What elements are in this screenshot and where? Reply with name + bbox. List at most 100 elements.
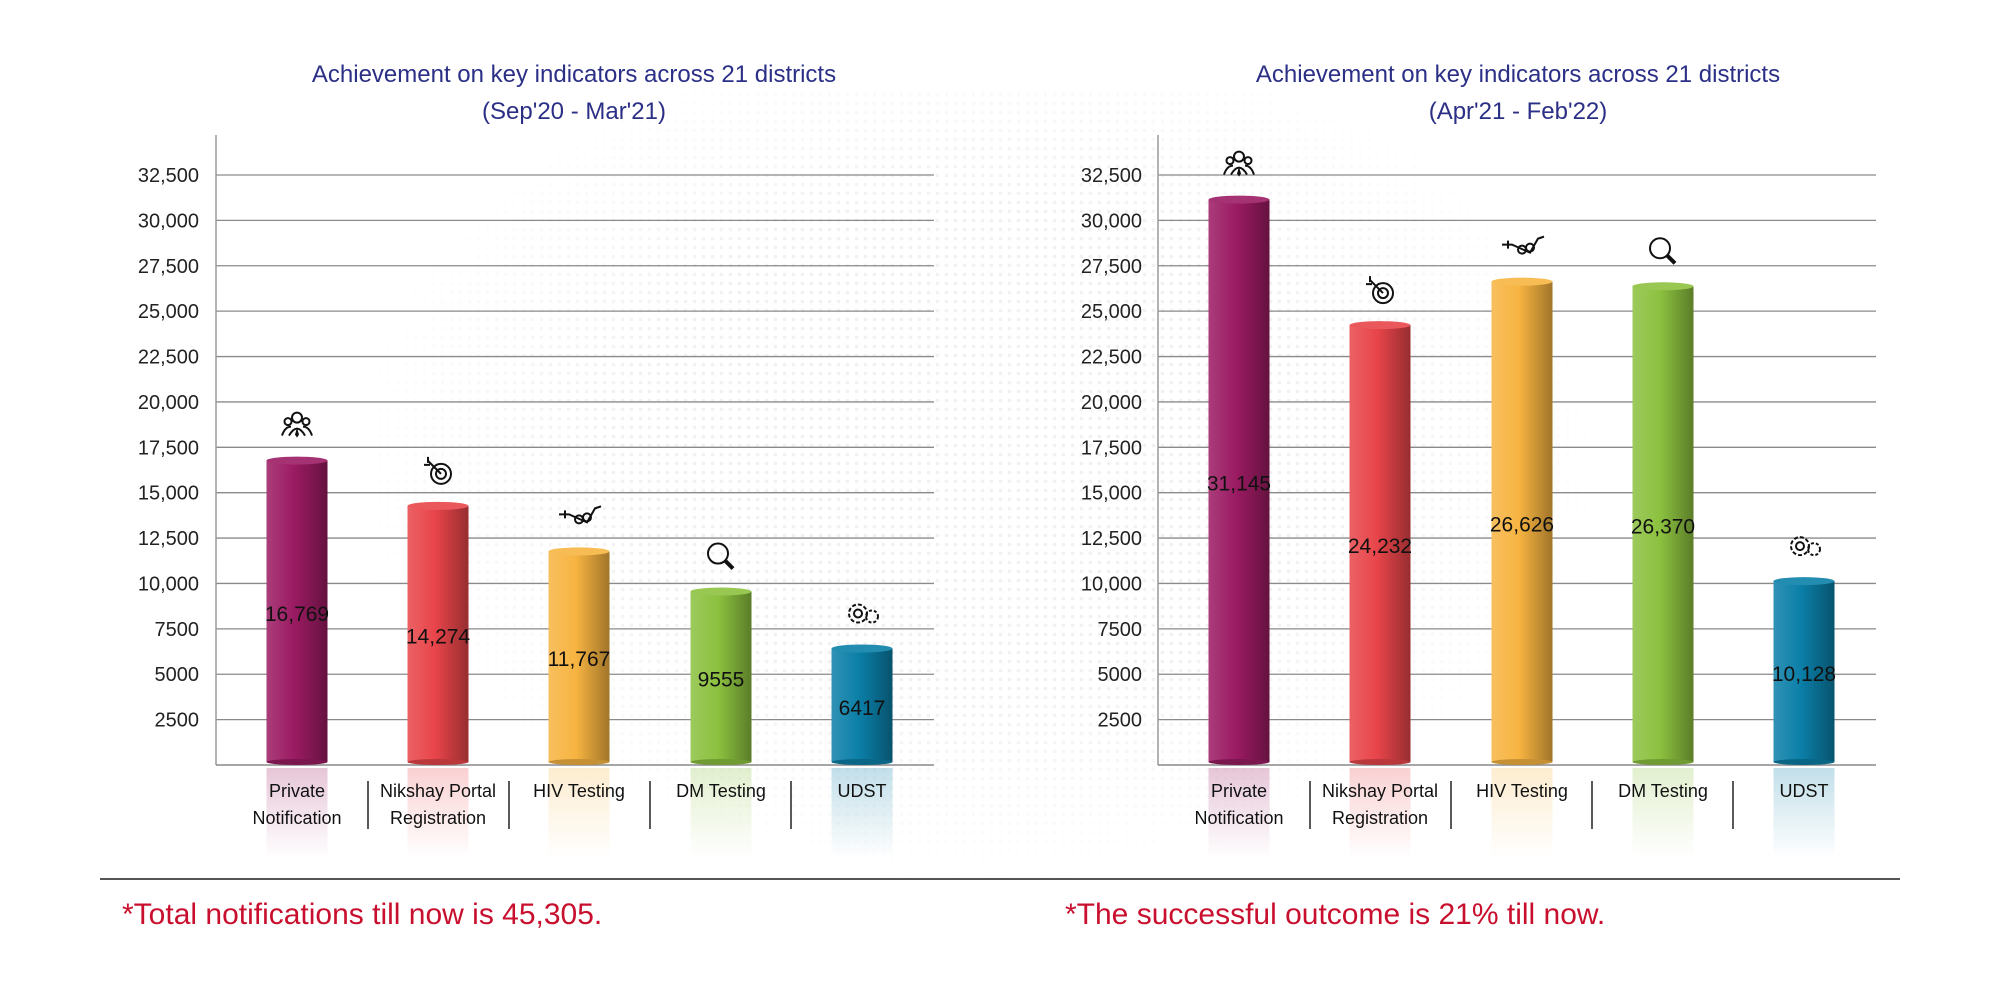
bar-top bbox=[1773, 577, 1835, 586]
y-tick-label: 10,000 bbox=[1081, 573, 1142, 595]
bar bbox=[1208, 199, 1270, 763]
bar-reflection bbox=[266, 768, 328, 858]
target-icon bbox=[1366, 276, 1394, 305]
footnote-right: *The successful outcome is 21% till now. bbox=[1065, 898, 1606, 931]
x-tick-label: HIV Testing bbox=[533, 781, 625, 801]
y-tick-label: 12,500 bbox=[138, 528, 199, 550]
bar-bottom bbox=[831, 759, 893, 765]
bar-top bbox=[831, 644, 893, 653]
bar-reflection bbox=[1632, 768, 1694, 858]
bar bbox=[1773, 581, 1835, 762]
title-text: Achievement on key indicators across 21 … bbox=[1255, 61, 1781, 88]
head bbox=[301, 417, 311, 427]
syringe bbox=[1502, 235, 1545, 254]
x-tick-label: Nikshay Portal bbox=[1322, 781, 1438, 801]
handle bbox=[1665, 253, 1677, 265]
data-label: 11,767 bbox=[548, 648, 611, 671]
bar-top bbox=[1632, 282, 1694, 291]
x-tick-label: Registration bbox=[1332, 808, 1428, 828]
ring bbox=[430, 462, 452, 485]
bar bbox=[1491, 281, 1553, 762]
y-tick-label: 27,500 bbox=[138, 256, 199, 278]
footnote-left: *Total notifications till now is 45,305. bbox=[122, 898, 603, 931]
bar bbox=[548, 551, 610, 762]
bar-reflection bbox=[1773, 768, 1835, 858]
x-tick-label: Notification bbox=[1194, 808, 1283, 828]
bar bbox=[407, 505, 469, 762]
y-tick-label: 5000 bbox=[1098, 664, 1143, 686]
y-tick-label: 20,000 bbox=[1081, 392, 1142, 414]
bar-bottom bbox=[548, 759, 610, 765]
bar-bottom bbox=[407, 759, 469, 765]
x-tick-label: DM Testing bbox=[676, 781, 766, 801]
gear bbox=[1790, 536, 1810, 557]
y-tick-label: 2500 bbox=[1098, 710, 1143, 732]
data-label: 9555 bbox=[698, 668, 745, 691]
bar bbox=[1349, 325, 1411, 762]
drop bbox=[582, 512, 592, 523]
bar-reflection bbox=[1349, 768, 1411, 858]
data-label: 26,370 bbox=[1631, 516, 1695, 539]
bar-bottom bbox=[1208, 759, 1270, 765]
x-tick-label: UDST bbox=[838, 781, 887, 801]
head bbox=[291, 411, 303, 424]
bar-bottom bbox=[1491, 759, 1553, 765]
y-tick-label: 17,500 bbox=[1081, 437, 1142, 459]
people-network-icon bbox=[1223, 150, 1255, 177]
y-tick-label: 2500 bbox=[155, 710, 200, 732]
y-tick-label: 20,000 bbox=[138, 392, 199, 414]
ring bbox=[1377, 287, 1389, 300]
gear bbox=[865, 609, 879, 624]
y-tick-label: 7500 bbox=[155, 619, 200, 641]
data-label: 16,769 bbox=[265, 603, 329, 626]
subtitle-text: (Apr'21 - Feb'22) bbox=[1428, 98, 1608, 125]
y-tick-label: 25,000 bbox=[1081, 301, 1142, 323]
footer-divider bbox=[100, 878, 1900, 880]
x-tick-label: UDST bbox=[1780, 781, 1829, 801]
bar-reflection bbox=[690, 768, 752, 858]
bar-top bbox=[1349, 321, 1411, 330]
syringe bbox=[559, 505, 602, 524]
gears-icon bbox=[1790, 536, 1821, 557]
bar-reflection bbox=[407, 768, 469, 858]
subtitle-text: (Sep'20 - Mar'21) bbox=[482, 98, 666, 125]
y-tick-label: 32,500 bbox=[138, 165, 199, 187]
gear bbox=[1807, 542, 1821, 557]
lens bbox=[707, 542, 729, 565]
y-tick-label: 12,500 bbox=[1081, 528, 1142, 550]
bar-bottom bbox=[1632, 759, 1694, 765]
bar-top bbox=[690, 587, 752, 596]
x-tick-label: HIV Testing bbox=[1476, 781, 1568, 801]
y-tick-label: 10,000 bbox=[138, 573, 199, 595]
arrow bbox=[1366, 276, 1384, 294]
y-tick-label: 32,500 bbox=[1081, 165, 1142, 187]
data-label: 14,274 bbox=[406, 625, 471, 648]
y-tick-label: 15,000 bbox=[138, 483, 199, 505]
y-tick-label: 22,500 bbox=[1081, 347, 1142, 369]
bar-top bbox=[548, 547, 610, 556]
syringe-icon bbox=[1502, 235, 1545, 255]
data-label: 6417 bbox=[839, 697, 886, 720]
gears-icon bbox=[848, 603, 879, 624]
bar bbox=[690, 591, 752, 762]
lens bbox=[1649, 237, 1671, 260]
bar-bottom bbox=[266, 759, 328, 765]
bar-top bbox=[1491, 277, 1553, 286]
x-tick-label: Private bbox=[1211, 781, 1267, 801]
magnifier-icon bbox=[1649, 237, 1677, 265]
y-tick-label: 15,000 bbox=[1081, 483, 1142, 505]
gear-hub bbox=[853, 608, 863, 619]
magnifier-icon bbox=[707, 542, 735, 570]
bar bbox=[831, 648, 893, 762]
bar-reflection bbox=[1208, 768, 1270, 858]
bar-bottom bbox=[1773, 759, 1835, 765]
bar-top bbox=[407, 501, 469, 510]
head bbox=[1243, 156, 1253, 166]
y-tick-label: 5000 bbox=[155, 664, 200, 686]
target-icon bbox=[424, 456, 452, 485]
ring bbox=[435, 467, 447, 480]
y-tick-label: 17,500 bbox=[138, 437, 199, 459]
head bbox=[283, 417, 293, 427]
x-tick-label: Notification bbox=[252, 808, 341, 828]
